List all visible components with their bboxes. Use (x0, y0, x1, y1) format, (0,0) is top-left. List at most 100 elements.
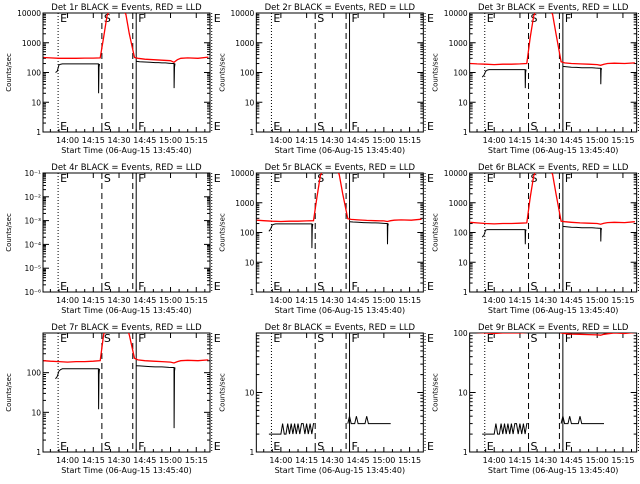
x-tick-label: 14:15 (82, 456, 105, 465)
y-axis-label: Counts/sec (218, 213, 226, 252)
x-tick-label: 14:45 (560, 456, 583, 465)
y-axis-label: Counts/sec (5, 53, 13, 92)
y-tick-label: 1 (36, 448, 41, 457)
marker-label-e: E (60, 120, 67, 133)
x-tick-label: 14:30 (321, 136, 344, 145)
y-tick-label: 10000 (444, 9, 468, 18)
y-tick-label: 10 (458, 389, 468, 398)
x-tick-label: 15:15 (185, 456, 208, 465)
y-axis-label: Counts/sec (5, 373, 13, 412)
y-axis-label: Counts/sec (432, 213, 440, 252)
marker-label-e: E (214, 280, 221, 293)
marker-label-f: F (352, 440, 358, 453)
marker-label-e: E (487, 12, 494, 25)
y-axis-label: Counts/sec (218, 53, 226, 92)
marker-label-s: S (104, 332, 111, 345)
x-tick-label: 14:45 (347, 296, 370, 305)
series-events (268, 416, 391, 435)
marker-label-s: S (531, 12, 538, 25)
x-axis-label: Start Time (06-Aug-15 13:45:40) (61, 146, 192, 155)
plot-frame (469, 12, 638, 133)
x-tick-label: 14:30 (321, 456, 344, 465)
x-tick-label: 14:15 (508, 296, 531, 305)
panel-title: Det 6r BLACK = Events, RED = LLD (478, 163, 629, 173)
y-tick-label: 1 (250, 448, 255, 457)
marker-label-s: S (104, 120, 111, 133)
x-tick-label: 14:15 (508, 136, 531, 145)
x-axis-label: Start Time (06-Aug-15 13:45:40) (488, 306, 619, 315)
x-axis-label: Start Time (06-Aug-15 13:45:40) (488, 466, 619, 475)
x-tick-label: 15:00 (159, 456, 182, 465)
marker-label-f: F (565, 120, 571, 133)
x-tick-label: 15:00 (586, 296, 609, 305)
x-tick-label: 14:00 (56, 296, 79, 305)
plot-frame (42, 332, 211, 453)
y-tick-label: 1 (463, 448, 468, 457)
x-axis-label: Start Time (06-Aug-15 13:45:40) (275, 466, 406, 475)
x-tick-label: 14:45 (133, 296, 156, 305)
panel-6: Det 6r BLACK = Events, RED = LLD Counts/s… (432, 163, 639, 315)
marker-label-s: S (317, 332, 324, 345)
x-axis-label: Start Time (06-Aug-15 13:45:40) (488, 146, 619, 155)
marker-label-e: E (487, 280, 494, 293)
marker-label-e: E (487, 172, 494, 185)
marker-label-f: F (352, 120, 358, 133)
y-tick-label: 1 (463, 288, 468, 297)
x-tick-label: 14:45 (347, 456, 370, 465)
x-tick-label: 15:00 (586, 456, 609, 465)
panel-8: Det 8r BLACK = Events, RED = LLD Counts/s… (218, 323, 434, 475)
marker-label-s: S (531, 440, 538, 453)
marker-label-e: E (273, 120, 280, 133)
marker-label-f: F (138, 120, 144, 133)
marker-label-e: E (273, 280, 280, 293)
x-tick-label: 14:00 (56, 456, 79, 465)
x-tick-label: 15:15 (185, 136, 208, 145)
x-tick-label: 14:15 (295, 296, 318, 305)
marker-label-f: F (565, 172, 571, 185)
plot-frame (469, 172, 638, 293)
panel-title: Det 4r BLACK = Events, RED = LLD (51, 163, 202, 173)
y-tick-label: 100 (240, 229, 255, 238)
marker-label-e: E (60, 332, 67, 345)
marker-label-e: E (273, 332, 280, 345)
marker-label-s: S (104, 280, 111, 293)
marker-label-f: F (565, 332, 571, 345)
marker-label-e: E (487, 440, 494, 453)
series-events (481, 225, 603, 245)
plot-frame (255, 12, 424, 133)
y-tick-label: 10 (245, 258, 255, 267)
marker-label-s: S (104, 440, 111, 453)
marker-label-e: E (273, 172, 280, 185)
marker-label-e: E (60, 280, 67, 293)
y-tick-label: 10⁻⁴ (24, 240, 41, 249)
marker-label-e: E (214, 440, 221, 453)
x-tick-label: 14:45 (347, 136, 370, 145)
marker-label-e: E (487, 332, 494, 345)
x-tick-label: 14:45 (560, 296, 583, 305)
y-tick-label: 1000 (449, 39, 468, 48)
x-tick-label: 15:00 (159, 136, 182, 145)
series-lld (470, 13, 635, 66)
panel-title: Det 9r BLACK = Events, RED = LLD (478, 323, 629, 333)
marker-label-s: S (531, 280, 538, 293)
marker-label-e: E (214, 120, 221, 133)
marker-label-s: S (104, 172, 111, 185)
y-tick-label: 10⁻⁵ (24, 264, 41, 273)
x-tick-label: 14:30 (108, 296, 131, 305)
series-lld (256, 173, 422, 223)
x-tick-label: 15:15 (611, 296, 634, 305)
x-tick-label: 14:00 (483, 456, 506, 465)
series-lld (43, 333, 209, 364)
x-tick-label: 14:00 (269, 296, 292, 305)
marker-label-f: F (138, 440, 144, 453)
marker-label-e: E (273, 12, 280, 25)
x-tick-label: 14:15 (295, 456, 318, 465)
x-axis-label: Start Time (06-Aug-15 13:45:40) (275, 146, 406, 155)
x-tick-label: 14:30 (321, 296, 344, 305)
panel-5: Det 5r BLACK = Events, RED = LLD Counts/s… (218, 163, 434, 315)
y-axis-label: Counts/sec (218, 373, 226, 412)
y-tick-label: 100 (27, 69, 42, 78)
x-tick-label: 14:30 (108, 136, 131, 145)
marker-label-f: F (565, 12, 571, 25)
